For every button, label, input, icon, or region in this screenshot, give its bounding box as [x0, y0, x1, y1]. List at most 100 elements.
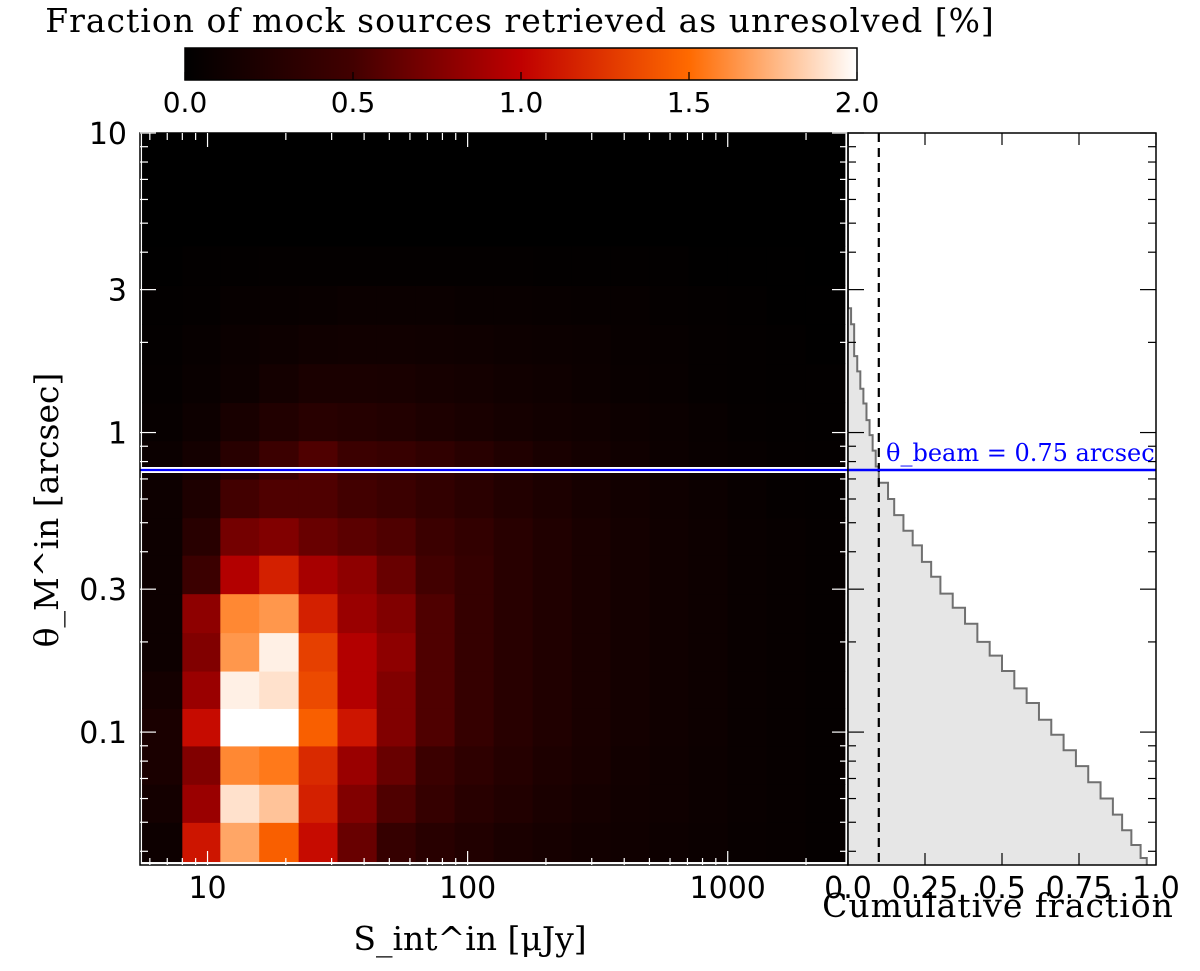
heatmap-cell [493, 670, 534, 709]
heatmap-cell [182, 285, 221, 325]
heatmap-cell [766, 555, 807, 595]
heatmap-cell [182, 632, 221, 672]
heatmap-cell [259, 670, 300, 709]
heatmap-cell [337, 708, 378, 747]
heatmap-cell [532, 555, 573, 595]
heatmap-cell [298, 402, 339, 442]
heatmap-cell [688, 363, 729, 404]
heatmap-cell [571, 133, 612, 247]
heatmap-cell [610, 324, 651, 365]
heatmap-cell [454, 478, 495, 519]
heatmap-cell [259, 517, 300, 556]
heatmap-cell [766, 745, 807, 785]
heatmap-cell [298, 632, 339, 672]
heatmap-cell [805, 784, 846, 823]
heatmap-cell [727, 822, 768, 863]
heatmap-cell [532, 745, 573, 785]
heatmap-cell [337, 478, 378, 519]
heatmap-cell [259, 822, 300, 863]
heatmap-cell [727, 363, 768, 404]
heatmap-cell [610, 478, 651, 519]
heatmap-cell [415, 632, 456, 672]
heatmap-cell [688, 745, 729, 785]
heatmap-cell [142, 632, 183, 672]
heatmap-cell [766, 440, 807, 480]
heatmap-cell [182, 555, 221, 595]
heatmap-cell [610, 402, 651, 442]
y-tick-label: 10 [89, 117, 127, 152]
heatmap-cell [649, 402, 690, 442]
heatmap-cell [649, 822, 690, 863]
heatmap-cell [571, 363, 612, 404]
heatmap-cell [454, 670, 495, 709]
heatmap-cell [415, 363, 456, 404]
heatmap-cell [649, 133, 690, 247]
heatmap-cell [142, 245, 183, 286]
heatmap-cell [415, 440, 456, 480]
heatmap-cell [142, 440, 183, 480]
heatmap-cell [376, 478, 417, 519]
heatmap-cell [220, 133, 260, 247]
heatmap-cell [337, 245, 378, 286]
heatmap-cell [182, 822, 221, 863]
y-axis-label: θ_M^in [arcsec] [27, 373, 67, 648]
heatmap-cell [493, 632, 534, 672]
heatmap-cell [571, 822, 612, 863]
heatmap-cell [220, 670, 260, 709]
heatmap-cell [182, 440, 221, 480]
heatmap-cell [337, 632, 378, 672]
heatmap-cell [376, 402, 417, 442]
heatmap-cell [610, 784, 651, 823]
heatmap-cell [376, 363, 417, 404]
heatmap-cell [142, 670, 183, 709]
heatmap-cell [142, 363, 183, 404]
heatmap-cell [298, 478, 339, 519]
heatmap-cell [766, 245, 807, 286]
y-tick-label: 1 [108, 417, 127, 452]
heatmap-cell [259, 478, 300, 519]
heatmap-cell [259, 363, 300, 404]
heatmap-cell [610, 822, 651, 863]
heatmap-cell [259, 555, 300, 595]
cum-x-tick-label: 0.5 [978, 871, 1026, 906]
heatmap-cell [493, 708, 534, 747]
heatmap-cell [766, 363, 807, 404]
heatmap-cell [727, 324, 768, 365]
heatmap-cell [454, 324, 495, 365]
heatmap-cell [766, 822, 807, 863]
heatmap-cell [571, 632, 612, 672]
heatmap-cell [805, 402, 846, 442]
heatmap-cell [337, 517, 378, 556]
heatmap-cell [805, 745, 846, 785]
heatmap-cell [454, 285, 495, 325]
heatmap-cell [688, 784, 729, 823]
heatmap-cell [298, 784, 339, 823]
heatmap-cell [454, 363, 495, 404]
heatmap-cell [415, 784, 456, 823]
heatmap-cell [182, 708, 221, 747]
heatmap-cell [298, 324, 339, 365]
heatmap-cell [415, 245, 456, 286]
heatmap-cell [766, 517, 807, 556]
heatmap-cell [220, 632, 260, 672]
heatmap-cell [298, 285, 339, 325]
heatmap-cell [610, 593, 651, 634]
cumulative-x-label: Cumulative fraction [822, 886, 1174, 925]
heatmap-cell [493, 245, 534, 286]
heatmap-cell [454, 708, 495, 747]
heatmap-cell [766, 402, 807, 442]
heatmap-cell [688, 324, 729, 365]
heatmap-cell [649, 670, 690, 709]
heatmap-cell [805, 822, 846, 863]
heatmap-cell [182, 670, 221, 709]
heatmap-cell [376, 784, 417, 823]
heatmap-cell [649, 478, 690, 519]
heatmap-cell [298, 133, 339, 247]
heatmap-cell [493, 555, 534, 595]
heatmap-cell [805, 708, 846, 747]
heatmap-cell [337, 555, 378, 595]
heatmap-cell [298, 670, 339, 709]
heatmap-cell [259, 324, 300, 365]
heatmap-cell [649, 285, 690, 325]
heatmap-cell [259, 285, 300, 325]
